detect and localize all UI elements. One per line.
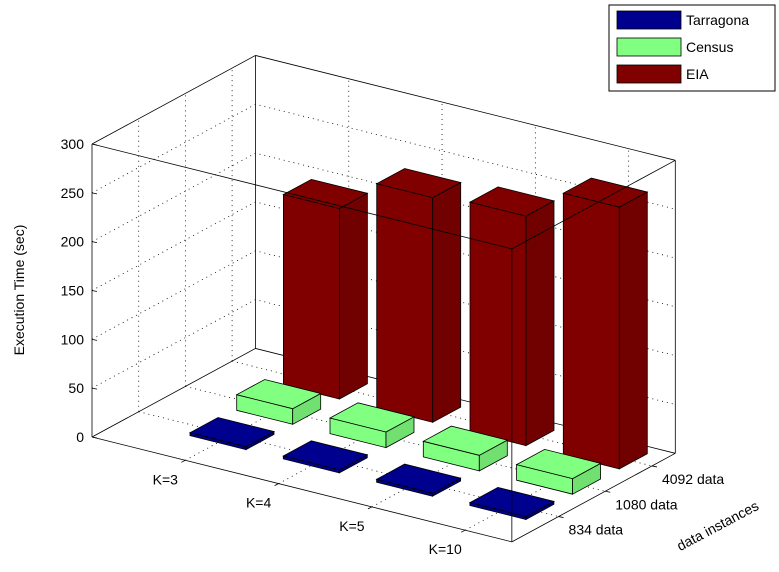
bar-census-k10	[515, 448, 602, 495]
y-grid-line	[91, 250, 676, 356]
legend-label-eia: EIA	[686, 66, 709, 82]
bar-side-face	[525, 200, 555, 447]
y-tick-mark	[91, 338, 98, 341]
bars	[188, 168, 649, 521]
bar-top-face	[282, 440, 369, 471]
x-tick-label: K=3	[153, 471, 179, 487]
axes-frame	[91, 143, 676, 543]
top-edge-left	[91, 55, 256, 145]
y-grid-line	[91, 299, 676, 405]
x-grid-floor	[371, 417, 536, 508]
x-grid-floor	[465, 441, 629, 531]
x-tick-mark	[181, 459, 186, 463]
z-tick-label: 4092 data	[662, 471, 724, 487]
bar-census-k3	[235, 379, 322, 425]
bar-census-k5	[422, 425, 509, 472]
legend-swatch-eia	[616, 64, 682, 84]
top-edge-right	[511, 159, 676, 250]
x-tick-label: K=5	[339, 518, 365, 534]
bar-top-face	[515, 448, 602, 480]
legend-label-census: Census	[686, 39, 733, 55]
bar-top-face	[422, 425, 509, 456]
bar-side-face	[432, 181, 462, 423]
legend-swatch-tarragona	[616, 10, 682, 30]
bar-top-face	[562, 177, 649, 208]
y-tick-mark	[91, 290, 98, 292]
bar-top-face	[282, 178, 369, 209]
y-grid-line	[91, 103, 676, 210]
bar-front-face	[562, 192, 620, 470]
legend-swatch-census	[616, 37, 682, 57]
x-grid-floor	[185, 371, 349, 461]
z-tick-mark	[605, 490, 611, 493]
bar-census-k4	[328, 402, 416, 449]
bar-top-face	[375, 463, 462, 494]
bar-side-face	[618, 191, 648, 470]
floor-edge-right	[511, 452, 676, 543]
x-grid-floor	[278, 394, 443, 484]
y-tick-label: 250	[61, 185, 85, 201]
bar-tarragona-k4	[282, 440, 369, 474]
bar-eia-k10	[562, 177, 649, 470]
y-tick-mark	[91, 436, 98, 439]
bar-top-face	[468, 186, 556, 217]
y-grid-line	[91, 201, 676, 308]
z-tick-label: 1080 data	[615, 496, 677, 512]
x-tick-mark	[274, 483, 279, 486]
bar-top-face	[188, 417, 276, 448]
top-edge-back	[255, 55, 676, 161]
y-tick-label: 150	[61, 283, 85, 299]
bar-side-face	[338, 192, 368, 400]
bar-top-face	[375, 168, 462, 199]
tick-labels: 0 50 100 150 200 250 300 K=3 K=4 K=5 K=10 834 data 1…	[61, 136, 725, 557]
y-tick-label: 100	[61, 331, 85, 347]
bar-eia-k4	[375, 168, 462, 423]
bar-eia-k3	[282, 178, 369, 400]
y-tick-label: 50	[68, 380, 84, 396]
bar-front-face	[376, 183, 434, 423]
z-tick-mark	[651, 465, 658, 468]
bar-tarragona-k5	[375, 463, 462, 497]
bar-top-face	[235, 379, 322, 410]
floor-edge-left	[91, 348, 256, 438]
bar-front-face	[282, 193, 340, 400]
bar-top-face	[328, 402, 416, 433]
z-tick-label: 834 data	[569, 522, 624, 538]
y-tick-mark	[91, 192, 98, 195]
x-tick-label: K=4	[246, 495, 272, 511]
y-tick-label: 300	[61, 136, 85, 152]
bar-front-face	[469, 201, 527, 447]
y-tick-mark	[91, 143, 98, 146]
z-axis-label: data instances	[674, 497, 761, 554]
bar-tarragona-k3	[188, 417, 276, 451]
y-axis-label: Execution Time (sec)	[11, 225, 27, 356]
x-tick-mark	[461, 529, 466, 533]
y-tick-label: 0	[76, 429, 84, 445]
floor-edge-front	[91, 436, 512, 543]
top-edge-front	[91, 143, 512, 250]
y-grid-line	[91, 152, 676, 259]
x-tick-mark	[367, 506, 373, 510]
y-tick-mark	[91, 387, 98, 390]
legend-label-tarragona: Tarragona	[686, 12, 749, 28]
x-tick-label: K=10	[429, 541, 462, 557]
y-tick-label: 200	[61, 234, 85, 250]
y-tick-mark	[91, 241, 98, 244]
z-tick-mark	[558, 516, 564, 518]
legend: Tarragona Census EIA	[608, 4, 776, 92]
